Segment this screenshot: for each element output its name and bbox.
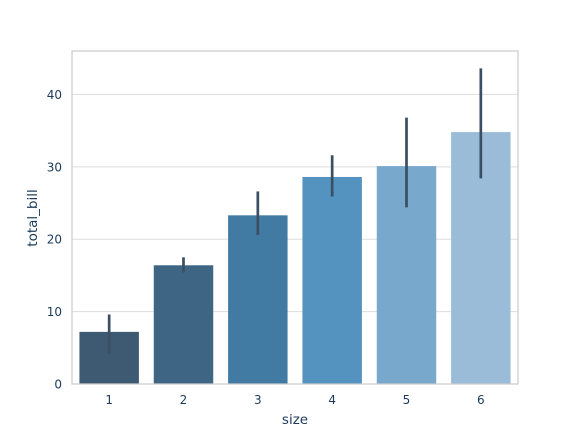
bar-size-4: [302, 176, 362, 384]
y-tick-label: 40: [47, 88, 62, 102]
x-tick-label: 4: [328, 393, 336, 407]
x-tick-label: 3: [254, 393, 262, 407]
y-tick-label: 30: [47, 160, 62, 174]
x-tick-labels: 1 2 3 4 5 6: [105, 393, 484, 407]
y-tick-labels: 0 10 20 30 40: [47, 88, 62, 392]
y-tick-label: 0: [54, 378, 62, 392]
x-axis-label: size: [282, 412, 308, 428]
error-bars-layer: [107, 68, 483, 354]
x-tick-label: 1: [105, 393, 113, 407]
x-tick-label: 5: [403, 393, 411, 407]
y-tick-label: 20: [47, 233, 62, 247]
plot-frame: [71, 50, 519, 385]
bar-size-2: [153, 265, 214, 384]
bars-layer: [79, 132, 511, 384]
y-tick-label: 10: [47, 305, 62, 319]
x-tick-label: 6: [477, 393, 485, 407]
bar-size-3: [228, 215, 288, 384]
x-tick-label: 2: [180, 393, 188, 407]
grid-layer: [72, 93, 518, 313]
y-axis-label: total_bill: [25, 189, 41, 246]
